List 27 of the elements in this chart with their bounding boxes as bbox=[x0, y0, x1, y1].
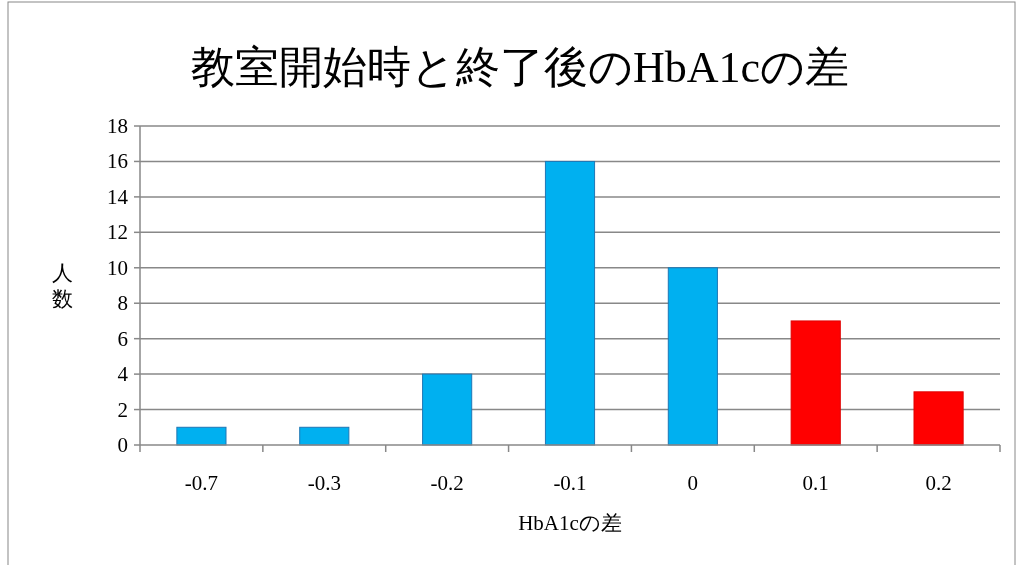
x-tick-label: -0.3 bbox=[307, 471, 341, 495]
y-tick-label: 0 bbox=[117, 433, 128, 457]
x-tick-label: 0 bbox=[687, 471, 699, 495]
bar bbox=[422, 373, 473, 446]
chart-title: 教室開始時と終了後のHbA1cの差 bbox=[190, 43, 850, 92]
bar bbox=[667, 267, 718, 446]
y-tick-label: 12 bbox=[107, 220, 128, 245]
bar bbox=[913, 391, 964, 446]
x-tick-label: -0.7 bbox=[184, 471, 219, 495]
y-tick-label: 8 bbox=[117, 291, 128, 316]
bar bbox=[544, 160, 596, 446]
bar bbox=[299, 426, 350, 446]
bar bbox=[790, 320, 841, 446]
x-tick-label: -0.2 bbox=[430, 471, 464, 495]
x-axis-title: HbA1cの差 bbox=[518, 511, 622, 535]
y-tick-label: 14 bbox=[107, 184, 129, 209]
y-tick-label: 4 bbox=[117, 362, 129, 387]
x-tick-label: -0.1 bbox=[553, 471, 587, 495]
y-tick-label: 10 bbox=[107, 255, 128, 280]
y-tick-label: 16 bbox=[107, 149, 128, 174]
x-tick-label: 0.1 bbox=[802, 471, 829, 495]
y-tick-label: 6 bbox=[117, 326, 128, 351]
x-tick-label: 0.2 bbox=[925, 471, 952, 495]
y-tick-label: 18 bbox=[107, 114, 128, 138]
bar bbox=[176, 426, 227, 446]
y-axis-title: 人数 bbox=[51, 261, 73, 311]
y-tick-label: 2 bbox=[117, 397, 128, 422]
